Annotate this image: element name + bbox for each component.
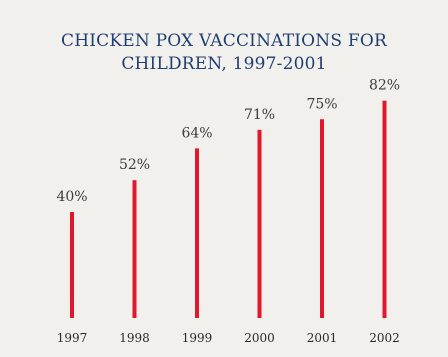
x-tick-label-2000: 2000 bbox=[244, 331, 275, 345]
x-tick-label-1998: 1998 bbox=[119, 331, 150, 345]
x-tick-label-2002: 2002 bbox=[369, 331, 400, 345]
x-tick-label-1999: 1999 bbox=[182, 331, 213, 345]
x-tick-label-2001: 2001 bbox=[307, 331, 338, 345]
chart-title-line-1: CHICKEN POX VACCINATIONS FOR bbox=[61, 31, 387, 51]
value-label-1997: 40% bbox=[56, 189, 87, 205]
bar-1998 bbox=[132, 180, 137, 318]
bar-2001 bbox=[320, 119, 324, 318]
bar-1999 bbox=[195, 148, 199, 318]
bar-2000 bbox=[257, 129, 262, 318]
value-label-1998: 52% bbox=[119, 157, 150, 173]
chart-title-line-2: CHILDREN, 1997-2001 bbox=[121, 54, 327, 74]
value-label-2001: 75% bbox=[306, 96, 337, 112]
value-label-2000: 71% bbox=[244, 107, 275, 123]
value-label-2002: 82% bbox=[369, 78, 400, 94]
bar-2002 bbox=[382, 100, 387, 318]
chart-title: CHICKEN POX VACCINATIONS FOR CHILDREN, 1… bbox=[0, 30, 448, 76]
x-tick-label-1997: 1997 bbox=[57, 331, 88, 345]
value-label-1999: 64% bbox=[181, 125, 212, 141]
bar-1997 bbox=[70, 212, 74, 318]
